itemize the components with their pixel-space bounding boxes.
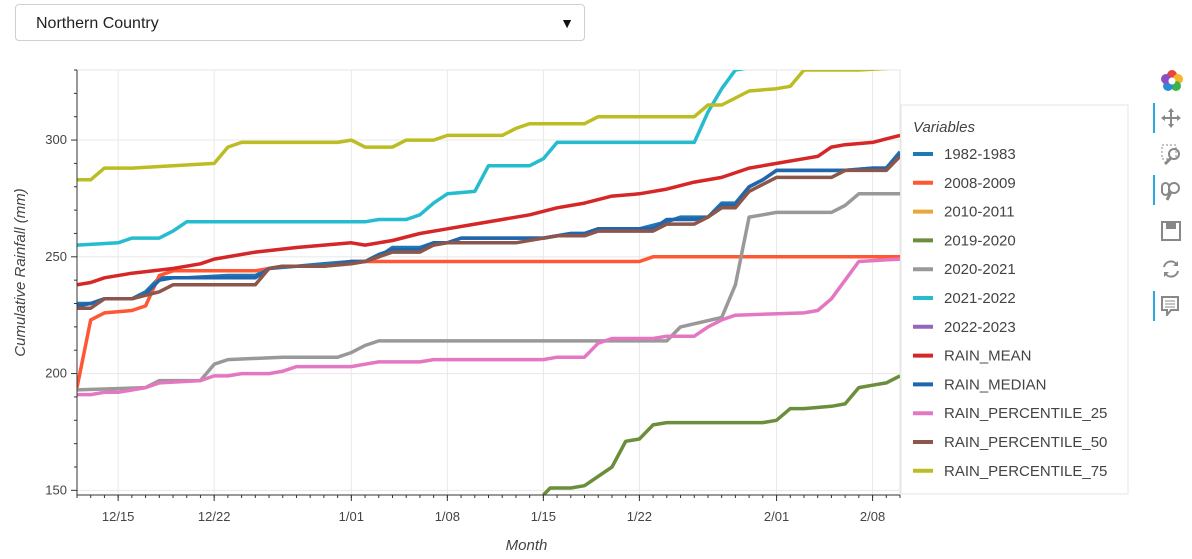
legend-item-2020-2021[interactable]: 2020-2021 (913, 261, 1016, 278)
legend-item-rain-percentile-25[interactable]: RAIN_PERCENTILE_25 (913, 405, 1107, 422)
caret-down-icon: ▼ (560, 15, 574, 31)
legend-label: RAIN_MEDIAN (944, 376, 1047, 393)
legend-item-rain-percentile-75[interactable]: RAIN_PERCENTILE_75 (913, 463, 1107, 480)
x-tick-label: 1/22 (627, 509, 652, 524)
legend-item-rain-percentile-50[interactable]: RAIN_PERCENTILE_50 (913, 434, 1107, 451)
save-tool[interactable] (1156, 216, 1186, 246)
legend-item-2008-2009[interactable]: 2008-2009 (913, 175, 1016, 192)
legend-item-2010-2011[interactable]: 2010-2011 (913, 204, 1015, 221)
legend-label: 2010-2011 (944, 204, 1015, 221)
series-line-rain-percentile-75 (77, 70, 891, 182)
y-tick-label: 200 (45, 366, 67, 381)
x-tick-label: 2/08 (860, 509, 885, 524)
series-line-rain-percentile-25 (77, 257, 900, 397)
x-tick-label: 1/01 (339, 509, 364, 524)
legend-box (900, 104, 1129, 495)
legend-item-rain-mean[interactable]: RAIN_MEAN (913, 348, 1032, 365)
legend[interactable]: Variables 1982-1983 2008-2009 2010-2011 2019… (900, 104, 1129, 495)
x-tick-label: 2/01 (764, 509, 789, 524)
legend-label: 1982-1983 (944, 146, 1016, 163)
legend-label: RAIN_PERCENTILE_50 (944, 434, 1107, 451)
legend-label: 2019-2020 (944, 232, 1016, 249)
legend-item-rain-median[interactable]: RAIN_MEDIAN (913, 376, 1047, 393)
region-select-value: Northern Country (36, 15, 159, 32)
x-tick-label: 1/08 (435, 509, 460, 524)
legend-item-2021-2022[interactable]: 2021-2022 (913, 290, 1016, 307)
rainfall-chart: 150 200 250 300 12/15 12/22 1/01 1/08 1/15 1/22 2/… (12, 69, 1129, 554)
series-line-2021-2022 (77, 70, 746, 247)
region-select[interactable]: Northern Country ▼ (15, 4, 585, 41)
x-axis-label: Month (506, 537, 548, 554)
y-tick-label: 250 (45, 249, 67, 264)
x-tick-label: 12/15 (102, 509, 135, 524)
reset-tool[interactable] (1156, 254, 1186, 284)
chart-toolbar (1152, 62, 1192, 342)
hover-tool[interactable] (1153, 291, 1186, 321)
legend-label: 2022-2023 (944, 319, 1016, 336)
legend-label: RAIN_PERCENTILE_75 (944, 463, 1107, 480)
legend-item-1982-1983[interactable]: 1982-1983 (913, 146, 1016, 163)
legend-label: 2021-2022 (944, 290, 1016, 307)
legend-label: 2020-2021 (944, 261, 1016, 278)
legend-label: RAIN_PERCENTILE_25 (944, 405, 1107, 422)
box-zoom-tool[interactable] (1156, 139, 1186, 169)
wheel-zoom-tool[interactable] (1153, 175, 1186, 205)
series-line-2020-2021 (77, 192, 900, 392)
y-tick-label: 300 (45, 132, 67, 147)
legend-item-2019-2020[interactable]: 2019-2020 (913, 232, 1016, 249)
pan-tool[interactable] (1153, 103, 1186, 133)
y-axis-label: Cumulative Rainfall (mm) (12, 188, 29, 356)
series-line-rain-percentile-50 (77, 155, 900, 310)
x-tick-label: 1/15 (531, 509, 556, 524)
x-tick-label: 12/22 (198, 509, 231, 524)
series-lines (77, 70, 900, 495)
legend-label: RAIN_MEAN (944, 348, 1032, 365)
legend-label: 2008-2009 (944, 175, 1016, 192)
series-line-rain-mean (77, 133, 900, 287)
bokeh-logo (1156, 65, 1186, 95)
y-tick-label: 150 (45, 482, 67, 497)
legend-item-2022-2023[interactable]: 2022-2023 (913, 319, 1016, 336)
legend-title: Variables (913, 119, 975, 136)
axes: 150 200 250 300 12/15 12/22 1/01 1/08 1/15 1/22 2/… (12, 69, 901, 554)
series-line-2019-2020 (542, 374, 900, 495)
